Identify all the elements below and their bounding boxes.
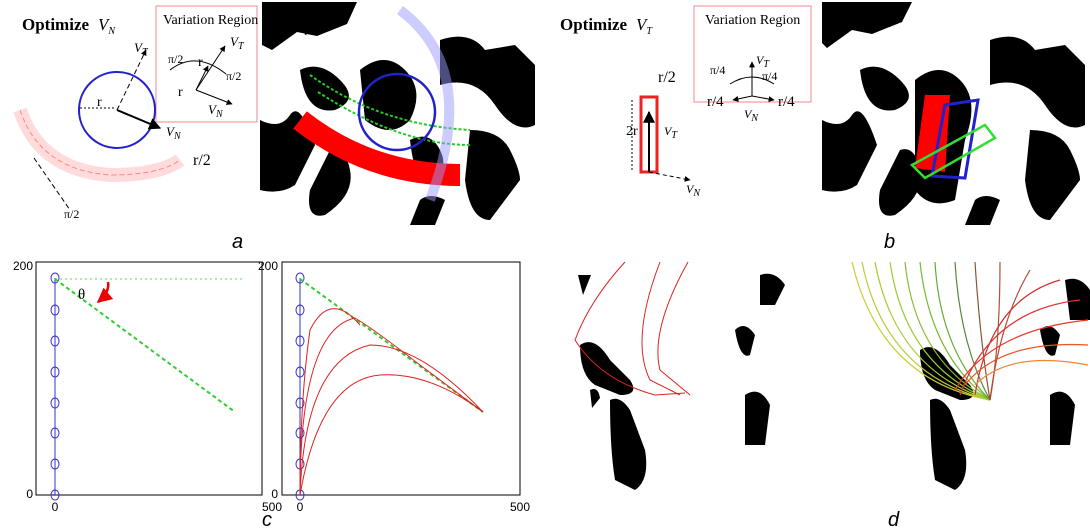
heading: Optimize [560, 15, 627, 34]
inset-label: r [178, 85, 183, 100]
heading: Optimize [22, 15, 89, 34]
caption: a [232, 231, 243, 253]
panel-c-plot-2: 200 0 0 500 [258, 259, 530, 514]
panel-a-diagram: Optimize VN Variation Region VT π/2 r π/… [20, 6, 258, 221]
inset-label: r [198, 55, 203, 70]
inset-label: VT [756, 53, 770, 70]
y-tick-label: 200 [13, 259, 33, 273]
inset-label: π/4 [710, 63, 725, 77]
label: VT [664, 124, 678, 141]
caption: c [262, 509, 272, 529]
arrow [752, 96, 774, 100]
y-tick-label: 0 [26, 487, 33, 501]
dot [419, 149, 431, 161]
label: VT [134, 40, 149, 58]
label: r [97, 95, 102, 110]
label: VN [166, 124, 182, 142]
inset-label: π/4 [762, 69, 777, 83]
y-tick-label: 0 [271, 487, 278, 501]
figure: Optimize VN Variation Region VT π/2 r π/… [0, 0, 1090, 529]
panel-d-image-1 [575, 262, 785, 490]
inset-label: r/4 [707, 94, 724, 110]
label: π/2 [64, 207, 79, 221]
inset-label: VN [744, 107, 759, 124]
arrow [733, 96, 752, 100]
inset-title: Variation Region [705, 13, 800, 28]
angle-arrow [98, 282, 108, 302]
x-tick-label: 0 [297, 500, 304, 514]
inset-label: r/4 [778, 94, 795, 110]
panel-b-image [822, 2, 1085, 225]
panel-d-image-2 [852, 262, 1090, 490]
inset-label: VN [208, 102, 224, 120]
label: 2r [626, 124, 638, 139]
label: r/2 [658, 69, 676, 86]
inset-label: π/2 [226, 69, 241, 83]
x-tick-label: 500 [510, 500, 530, 514]
label: r/2 [193, 152, 211, 169]
heading-symbol: VN [98, 15, 116, 37]
caption: d [888, 509, 900, 529]
label: VN [686, 182, 701, 199]
x-tick-label: 0 [52, 500, 59, 514]
caption: b [884, 231, 895, 253]
panel-b-diagram: Optimize VT Variation Region VT π/4 π/4 … [560, 6, 811, 199]
axes-frame [36, 262, 262, 495]
inset-label: π/2 [168, 52, 183, 66]
panel-c-plot-1: 200 0 0 500 θ [13, 259, 282, 514]
axes-frame [282, 262, 520, 495]
panel-a-image [260, 2, 535, 225]
y-tick-label: 200 [258, 259, 278, 273]
inset-title: Variation Region [163, 13, 258, 28]
angle-label: θ [78, 287, 85, 303]
heading-symbol: VT [636, 15, 653, 37]
inset-label: VT [230, 34, 245, 52]
red-curves [300, 309, 483, 495]
